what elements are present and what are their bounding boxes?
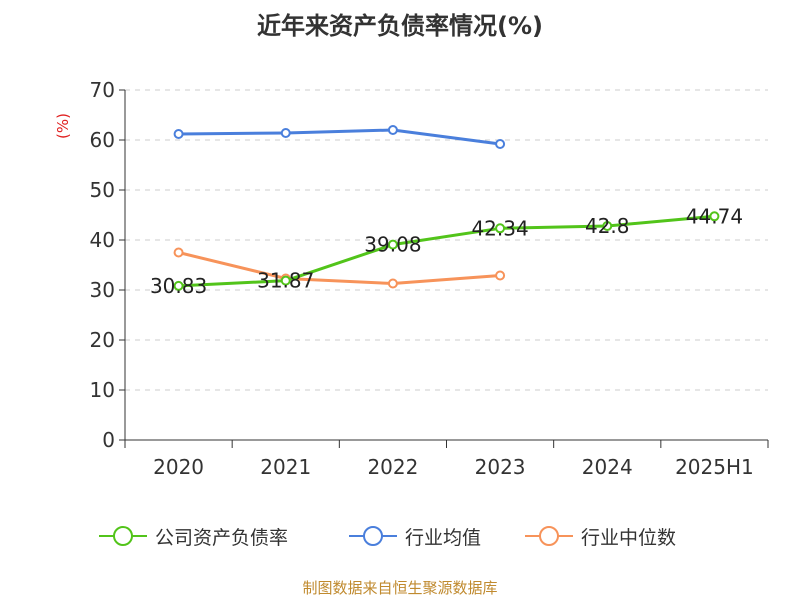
- data-point: [709, 211, 720, 222]
- y-tick-label: 10: [90, 378, 115, 402]
- data-point: [495, 223, 506, 234]
- x-tick-label: 2024: [582, 455, 633, 479]
- legend-marker-icon: [99, 526, 147, 546]
- legend-label: 行业均值: [405, 526, 482, 549]
- legend-item[interactable]: 行业均值: [347, 521, 481, 551]
- legend-item[interactable]: 公司资产负债率: [97, 521, 288, 551]
- y-tick-label: 30: [90, 278, 115, 302]
- data-point: [173, 247, 184, 258]
- y-tick-label: 0: [102, 428, 115, 452]
- data-point: [495, 139, 506, 149]
- data-point: [602, 221, 613, 231]
- legend-marker-icon: [349, 526, 397, 546]
- x-tick-label: 2021: [260, 455, 311, 479]
- data-point: [387, 125, 398, 135]
- data-label: 44.74: [686, 204, 743, 228]
- data-label: 42.8: [585, 214, 630, 238]
- x-tick-label: 2020: [153, 455, 204, 479]
- chart-legend: 公司资产负债率 行业均值 行业中位数: [0, 521, 800, 551]
- y-tick-label: 40: [90, 228, 115, 252]
- x-tick-label: 2023: [475, 455, 526, 479]
- data-label: 30.83: [150, 274, 207, 298]
- data-label: 42.34: [471, 216, 528, 240]
- legend-marker-icon: [525, 526, 573, 546]
- data-point: [280, 275, 291, 286]
- chart-title: 近年来资产负债率情况(%): [257, 12, 543, 40]
- series-line: [178, 214, 715, 288]
- data-point: [280, 128, 291, 138]
- y-tick-label: 60: [90, 128, 115, 152]
- data-label: 39.08: [364, 233, 421, 257]
- series-line: [178, 128, 501, 146]
- data-point: [173, 129, 184, 139]
- y-tick-label: 70: [90, 78, 115, 102]
- x-tick-label: 2022: [367, 455, 418, 479]
- legend-label: 行业中位数: [581, 526, 677, 549]
- legend-item[interactable]: 行业中位数: [523, 521, 676, 551]
- x-tick-label: 2025H1: [675, 455, 754, 479]
- data-label: 31.87: [257, 269, 314, 293]
- y-axis-label: (%): [54, 113, 72, 139]
- data-point: [173, 280, 184, 291]
- y-tick-label: 50: [90, 178, 115, 202]
- y-tick-label: 20: [90, 328, 115, 352]
- data-point: [387, 239, 398, 250]
- legend-label: 公司资产负债率: [155, 526, 289, 549]
- data-point: [387, 278, 398, 289]
- source-footer: 制图数据来自恒生聚源数据库: [302, 579, 498, 597]
- series-line: [178, 251, 501, 285]
- data-point: [495, 270, 506, 281]
